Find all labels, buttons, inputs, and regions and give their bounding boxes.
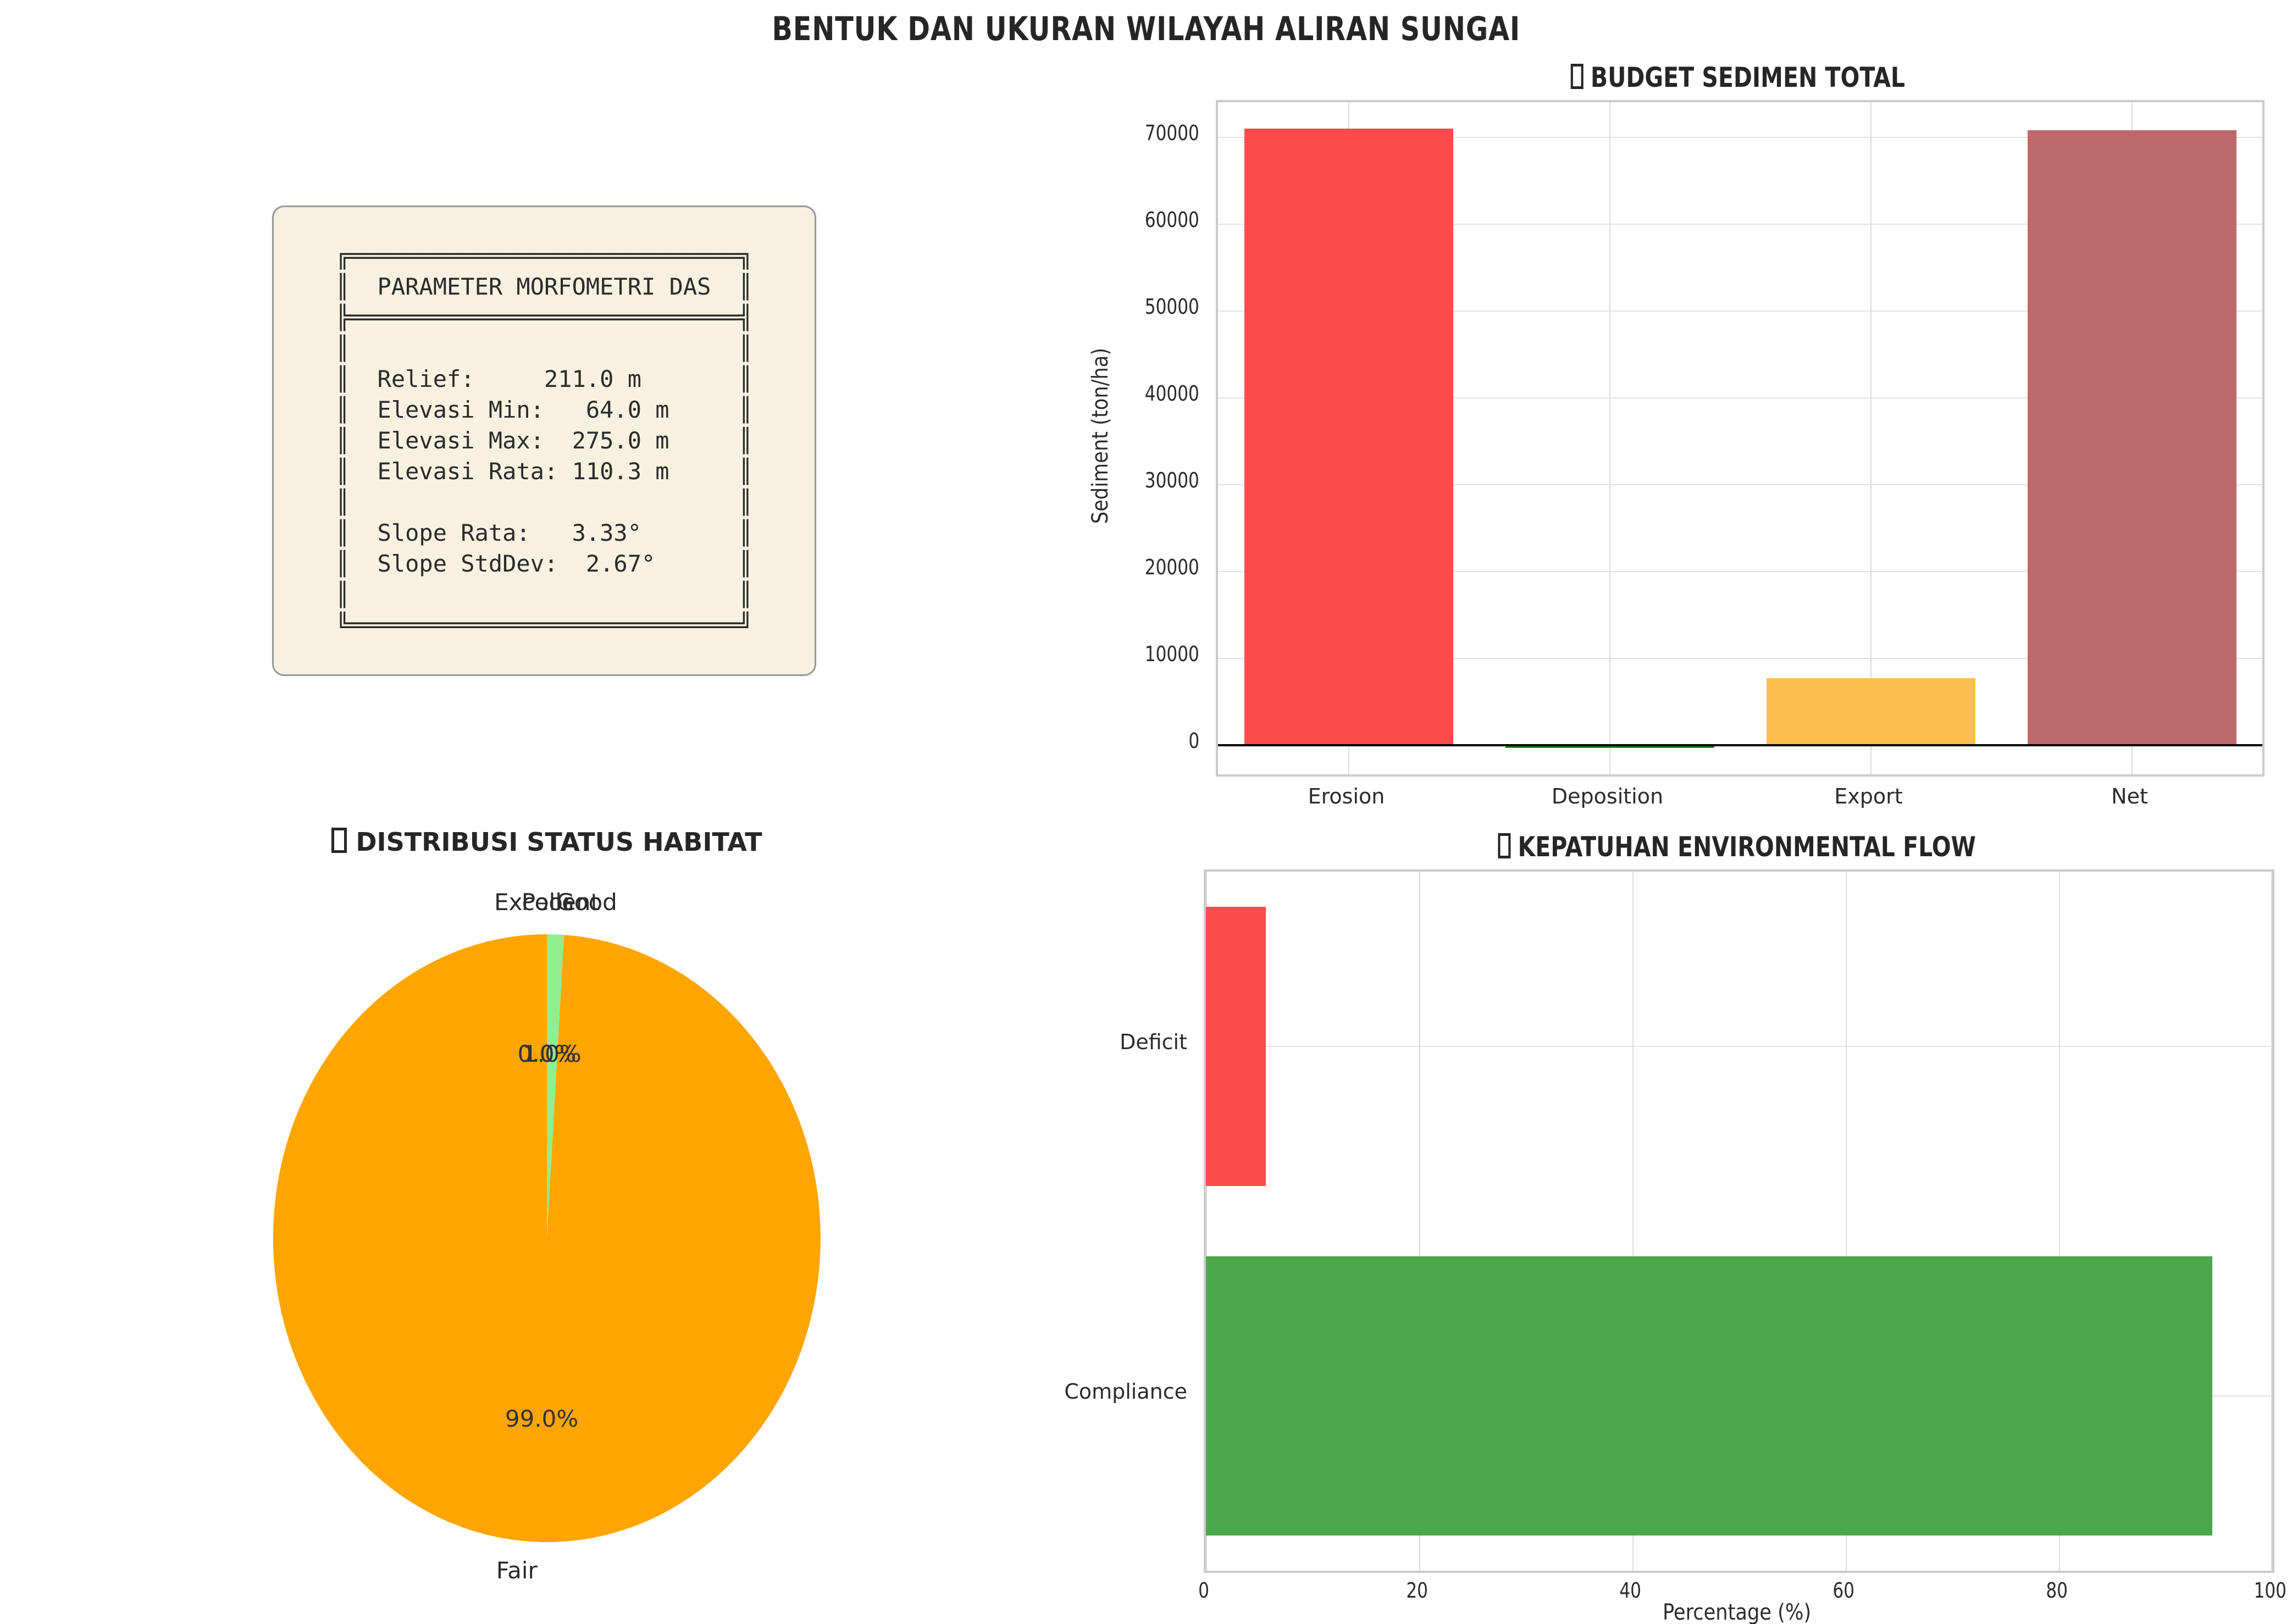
sediment-chart-title-text: BUDGET SEDIMEN TOTAL — [1590, 62, 1906, 93]
bar-compliance — [1206, 1256, 2213, 1536]
eflow-chart-title-text: KEPATUHAN ENVIRONMENTAL FLOW — [1518, 831, 1976, 863]
zero-axhline — [1218, 744, 2262, 746]
ytick-label-20000: 20000 — [1144, 555, 1199, 579]
sediment-chart-title: BUDGET SEDIMEN TOTAL — [1216, 62, 2260, 93]
gridline-y-60000 — [1218, 224, 2262, 225]
gridline-x-20 — [1419, 872, 1420, 1571]
gridline-y-deficit — [1206, 1046, 2272, 1047]
gridline-x-0 — [1206, 872, 1207, 1571]
gridline-x-60 — [1846, 872, 1847, 1571]
sediment-axes — [1216, 100, 2265, 777]
eflow-axes — [1204, 869, 2274, 1573]
pie-pct-fair: 99.0% — [505, 1405, 579, 1432]
bar-erosion — [1244, 129, 1453, 745]
pie-slice-fair — [273, 934, 821, 1542]
figure-title: BENTUK DAN UKURAN WILAYAH ALIRAN SUNGAI — [0, 10, 2292, 48]
missing-emoji-icon — [1498, 833, 1511, 858]
sediment-ylabel: Sediment (ton/ha) — [1088, 347, 1113, 524]
gridline-y-10000 — [1218, 658, 2262, 659]
gridline-x-deposition — [1609, 102, 1610, 774]
xtick-label-erosion: Erosion — [1308, 784, 1385, 808]
xtick-label-40: 40 — [1619, 1578, 1641, 1603]
xtick-label-0: 0 — [1198, 1578, 1209, 1603]
ytick-label-60000: 60000 — [1144, 208, 1199, 232]
eflow-xlabel: Percentage (%) — [1662, 1600, 1812, 1624]
xtick-label-net: Net — [2111, 784, 2148, 808]
xtick-label-export: Export — [1834, 784, 1903, 808]
gridline-x-40 — [1632, 872, 1634, 1571]
xtick-label-deposition: Deposition — [1551, 784, 1664, 808]
bar-deposition — [1505, 745, 1714, 748]
parameter-box: ╔════════════════════════════╗ ║ PARAMET… — [272, 206, 816, 676]
bar-export — [1766, 678, 1975, 745]
pie-label-poor: Poor — [521, 888, 573, 916]
habitat-chart-title: DISTRIBUSI STATUS HABITAT — [162, 827, 932, 857]
ytick-label-10000: 10000 — [1144, 642, 1199, 666]
gridline-y-50000 — [1218, 311, 2262, 312]
bar-net — [2027, 130, 2236, 745]
ytick-label-70000: 70000 — [1144, 121, 1199, 145]
ytick-label-deficit: Deficit — [1120, 1030, 1187, 1054]
gridline-x-80 — [2059, 872, 2060, 1571]
gridline-y-20000 — [1218, 571, 2262, 572]
gridline-x-100 — [2271, 872, 2272, 1571]
habitat-pie — [273, 934, 821, 1542]
pie-pct-poor: 0.0% — [517, 1040, 577, 1068]
figure-title-text: BENTUK DAN UKURAN WILAYAH ALIRAN SUNGAI — [772, 10, 1520, 48]
pie-pct-good: 1.0% — [523, 1040, 582, 1068]
pie-pct-excellent: 0.0% — [517, 1040, 577, 1068]
param-box-text: ╔════════════════════════════╗ ║ PARAMET… — [335, 242, 753, 639]
ytick-label-0: 0 — [1188, 729, 1199, 753]
xtick-label-100: 100 — [2254, 1578, 2287, 1603]
pie-label-fair: Fair — [496, 1556, 538, 1584]
bar-deficit — [1206, 906, 1266, 1187]
gridline-y-70000 — [1218, 137, 2262, 138]
pie-label-excellent: Excellent — [494, 888, 600, 916]
xtick-label-60: 60 — [1833, 1578, 1854, 1603]
pie-slice-good — [547, 934, 564, 1238]
xtick-label-80: 80 — [2046, 1578, 2068, 1603]
eflow-chart-title: KEPATUHAN ENVIRONMENTAL FLOW — [1204, 831, 2270, 863]
missing-emoji-icon — [1570, 64, 1584, 89]
gridline-y-30000 — [1218, 484, 2262, 485]
ytick-label-30000: 30000 — [1144, 468, 1199, 492]
pie-label-good: Good — [556, 889, 617, 916]
gridline-y-40000 — [1218, 397, 2262, 398]
gridline-x-export — [1870, 102, 1872, 774]
ytick-label-compliance: Compliance — [1064, 1379, 1187, 1404]
ytick-label-50000: 50000 — [1144, 295, 1199, 319]
ytick-label-40000: 40000 — [1144, 381, 1199, 406]
xtick-label-20: 20 — [1406, 1578, 1428, 1603]
habitat-chart-title-text: DISTRIBUSI STATUS HABITAT — [356, 827, 762, 857]
missing-emoji-icon — [331, 828, 347, 853]
